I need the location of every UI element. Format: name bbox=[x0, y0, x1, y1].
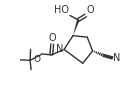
Polygon shape bbox=[73, 19, 80, 36]
Text: N: N bbox=[56, 44, 64, 54]
Text: N: N bbox=[113, 53, 120, 63]
Text: O: O bbox=[34, 55, 41, 64]
Text: O: O bbox=[48, 33, 56, 43]
Text: O: O bbox=[86, 5, 94, 15]
Text: HO: HO bbox=[55, 5, 70, 15]
